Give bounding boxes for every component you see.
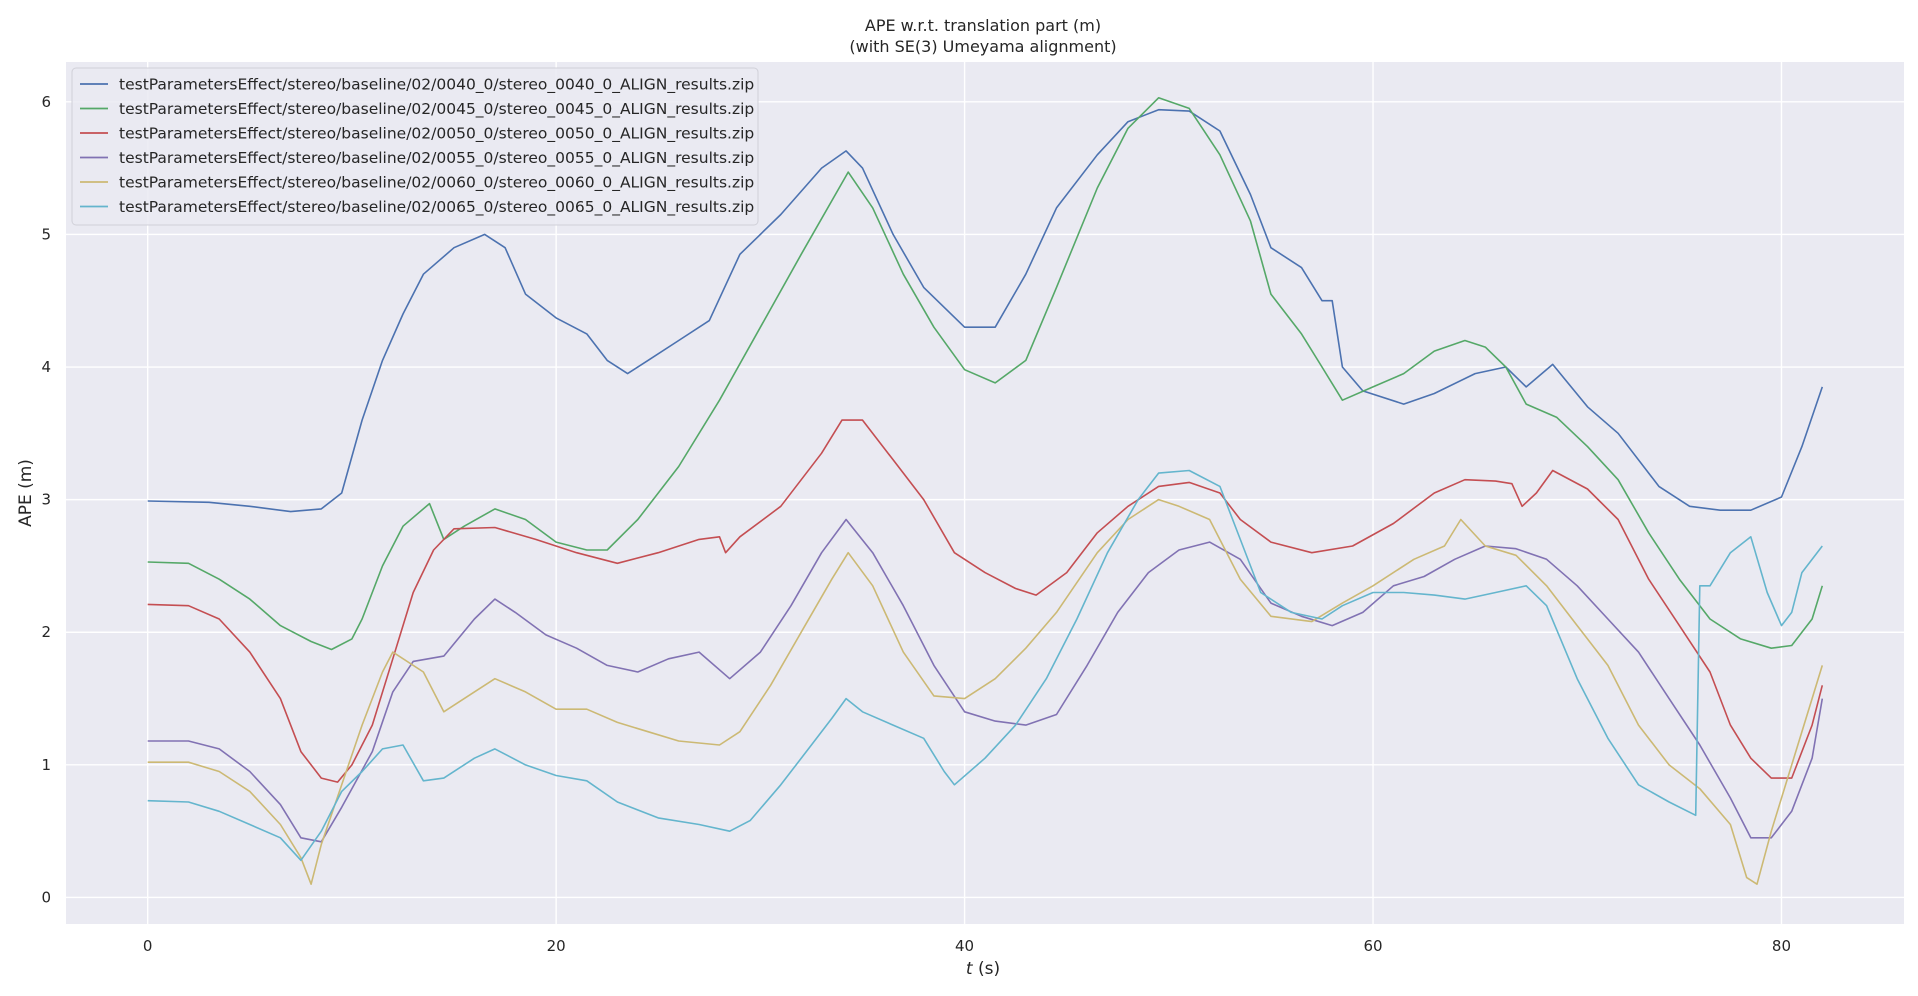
series-line-2 (147, 97, 1824, 651)
legend-box (71, 67, 759, 226)
legend-entry: testParametersEffect/stereo/baseline/02/… (119, 76, 754, 95)
x-tick-label: 60 (1363, 937, 1382, 955)
legend: testParametersEffect/stereo/baseline/02/… (71, 67, 759, 226)
x-axis-label: t (s) (966, 959, 1000, 979)
legend-entry: testParametersEffect/stereo/baseline/02/… (119, 125, 754, 144)
y-tick-label: 6 (41, 93, 51, 111)
legend-entry: testParametersEffect/stereo/baseline/02/… (119, 198, 754, 217)
y-ticks: 0 1 2 3 4 5 6 (41, 93, 51, 907)
y-tick-label: 2 (41, 623, 51, 641)
y-tick-label: 5 (41, 225, 51, 243)
x-tick-label: 0 (143, 937, 153, 955)
series-line-1 (147, 108, 1824, 513)
y-tick-label: 3 (41, 491, 51, 509)
series-line-5 (147, 498, 1824, 885)
x-tick-label: 20 (547, 937, 566, 955)
legend-entry: testParametersEffect/stereo/baseline/02/… (119, 149, 754, 168)
series-line-4 (147, 518, 1824, 843)
chart-title: APE w.r.t. translation part (m) (865, 16, 1101, 35)
y-tick-label: 0 (41, 888, 51, 906)
x-ticks: 0 20 40 60 80 (143, 937, 1791, 955)
legend-entry: testParametersEffect/stereo/baseline/02/… (119, 174, 754, 193)
legend-entry: testParametersEffect/stereo/baseline/02/… (119, 100, 754, 119)
grid (66, 62, 1904, 924)
series-layer (147, 97, 1824, 885)
y-tick-label: 1 (41, 756, 51, 774)
x-tick-label: 80 (1772, 937, 1791, 955)
chart-subtitle: (with SE(3) Umeyama alignment) (849, 37, 1116, 56)
series-line-6 (147, 469, 1823, 862)
x-tick-label: 40 (955, 937, 974, 955)
series-line-3 (147, 419, 1824, 783)
y-tick-label: 4 (41, 358, 51, 376)
y-axis-label: APE (m) (16, 459, 36, 527)
